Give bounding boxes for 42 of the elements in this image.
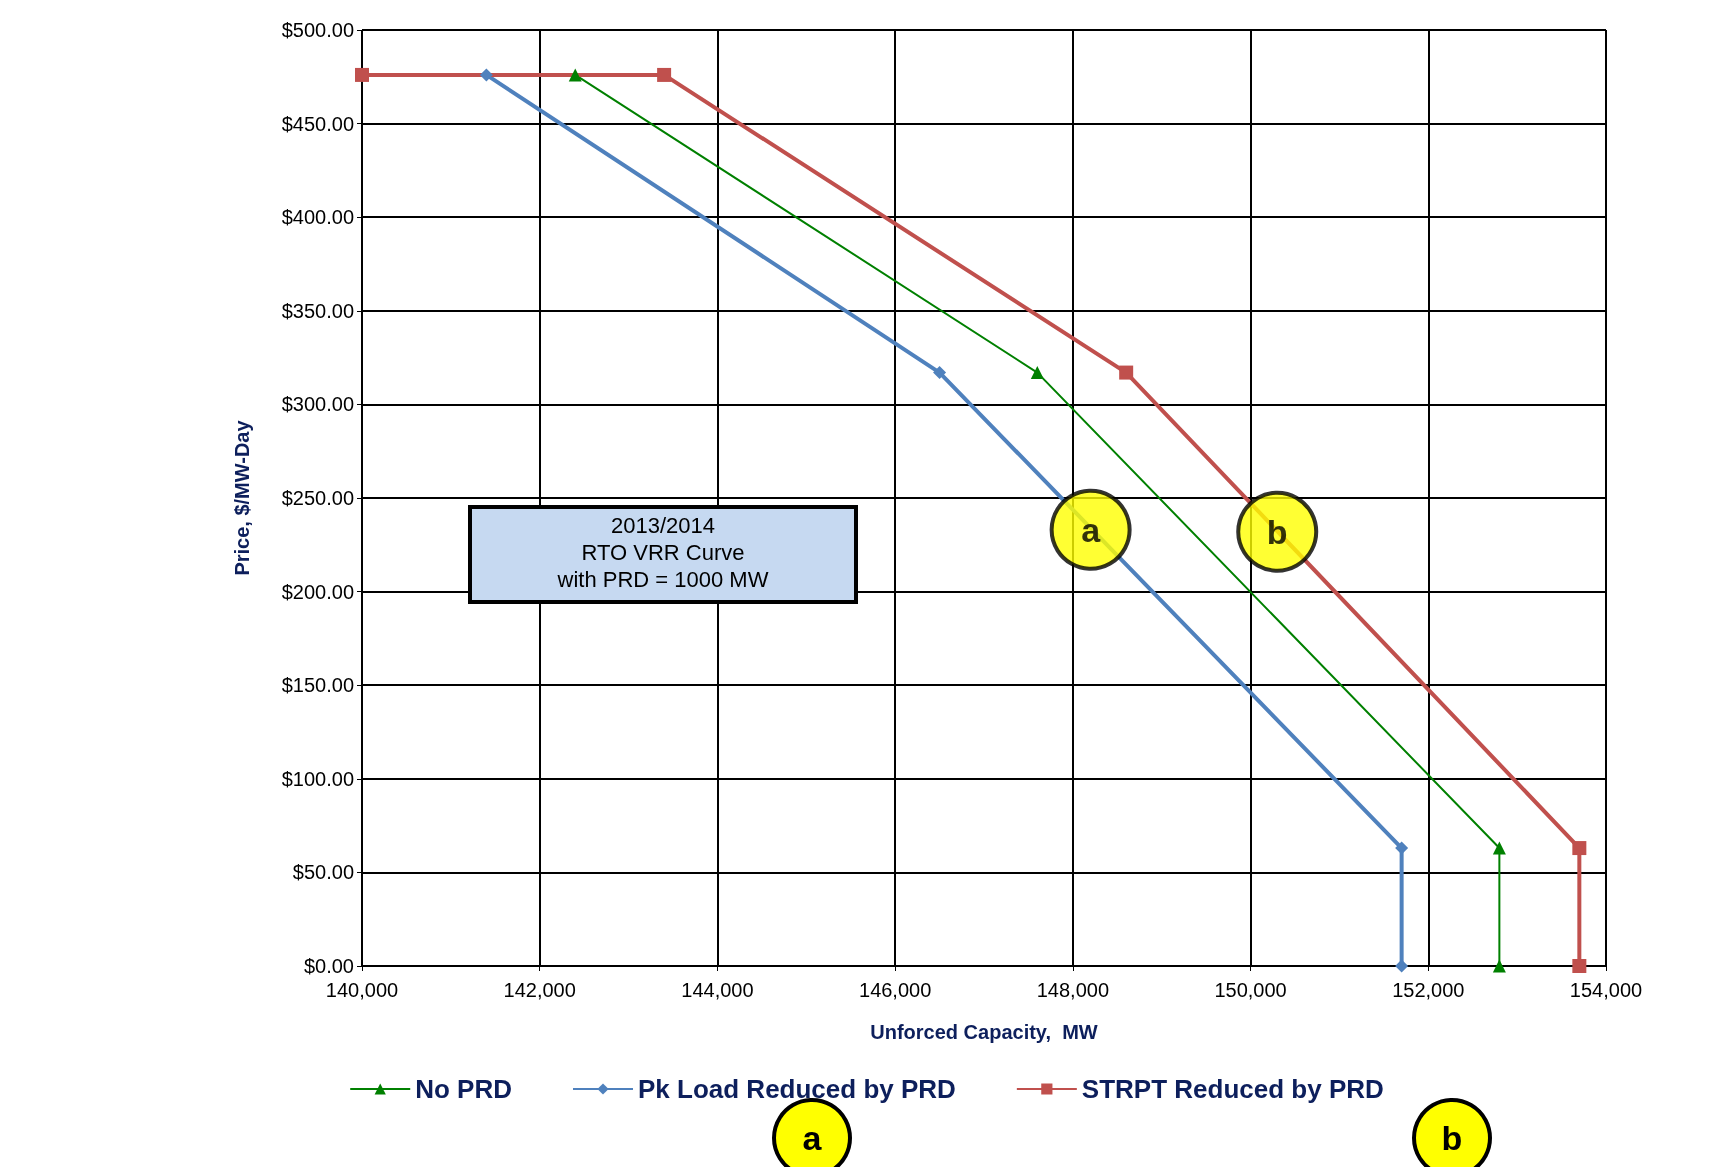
y-tick-label: $300.00 [281,393,354,416]
y-tick-label: $150.00 [281,674,354,697]
point [1572,959,1587,973]
y-tick-label: $250.00 [281,487,354,509]
annotation: a [1081,510,1102,549]
point [1572,841,1587,856]
x-tick-label: 146,000 [858,979,932,1001]
y-tick-label: $450.00 [281,112,354,135]
point [933,366,947,380]
point [1395,841,1409,855]
x-axis-title: Unforced Capacity, MW [870,1021,1098,1043]
y-tick-label: $100.00 [281,767,354,790]
point [1492,959,1506,973]
y-tick-label: $200.00 [281,580,354,603]
legend-label: Pk Load Reduced by PRD [638,1074,956,1104]
x-tick-label: 154,000 [1569,979,1643,1001]
annotation: 2013/2014 RTO VRR Curve with PRD = 1000 MW [556,512,770,593]
point [479,68,493,82]
y-tick-label: $350.00 [281,299,354,322]
x-tick-label: 150,000 [1214,979,1287,1001]
text: b [1441,1119,1463,1157]
point [568,68,582,82]
y-tick-label: $50.00 [292,861,354,884]
point [1492,841,1506,855]
point [1395,959,1409,973]
x-tick-label: 152,000 [1392,979,1465,1001]
y-axis-title: Price, $/MW-Day [231,419,253,576]
point [1030,366,1044,380]
annotation: b [1266,512,1288,551]
point [657,67,672,82]
x-tick-label: 144,000 [681,979,754,1001]
x-tick-label: 140,000 [325,979,399,1001]
point [355,67,369,82]
x-tick-label: 142,000 [503,979,576,1001]
y-tick-label: $0.00 [303,955,354,977]
x-tick-label: 148,000 [1036,979,1110,1001]
legend-label: No PRD [415,1074,513,1104]
y-tick-label: $500.00 [281,19,354,41]
text: a [802,1119,823,1157]
y-tick-label: $400.00 [281,206,354,229]
point [1119,365,1134,380]
legend-label: STRPT Reduced by PRD [1081,1074,1384,1104]
